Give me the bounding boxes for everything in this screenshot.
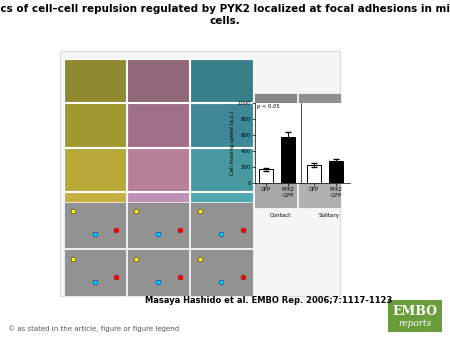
Text: Masaya Hashido et al. EMBO Rep. 2006;7:1117-1123: Masaya Hashido et al. EMBO Rep. 2006;7:1… bbox=[145, 296, 392, 305]
Bar bbox=[253, 132, 297, 169]
Bar bbox=[63, 147, 126, 191]
Bar bbox=[190, 147, 252, 191]
Bar bbox=[307, 165, 321, 183]
Bar bbox=[297, 170, 341, 208]
Bar bbox=[190, 201, 252, 248]
Bar bbox=[127, 201, 189, 248]
Text: EMBO: EMBO bbox=[392, 305, 437, 318]
Bar bbox=[388, 300, 442, 332]
Bar bbox=[63, 103, 126, 146]
Bar bbox=[127, 192, 189, 236]
Bar bbox=[253, 94, 297, 131]
Bar bbox=[281, 137, 295, 183]
Bar bbox=[127, 58, 189, 102]
Bar bbox=[253, 170, 297, 208]
Bar bbox=[297, 94, 341, 131]
Text: Dynamics of cell–cell repulsion regulated by PYK2 localized at focal adhesions i: Dynamics of cell–cell repulsion regulate… bbox=[0, 4, 450, 26]
Text: Contact: Contact bbox=[270, 213, 291, 218]
Text: p < 0.05: p < 0.05 bbox=[257, 104, 279, 109]
Bar bbox=[63, 249, 126, 295]
Bar bbox=[127, 103, 189, 146]
Bar bbox=[259, 169, 273, 183]
Bar bbox=[190, 192, 252, 236]
Bar bbox=[127, 249, 189, 295]
Bar bbox=[190, 58, 252, 102]
Text: © as stated in the article, figure or figure legend: © as stated in the article, figure or fi… bbox=[8, 325, 179, 332]
Bar bbox=[63, 192, 126, 236]
Text: Solitary: Solitary bbox=[319, 213, 340, 218]
Bar bbox=[60, 51, 340, 296]
Y-axis label: Cell moving speed (a.u.): Cell moving speed (a.u.) bbox=[230, 111, 234, 175]
Bar bbox=[63, 201, 126, 248]
Bar bbox=[190, 103, 252, 146]
Bar bbox=[190, 249, 252, 295]
Text: reports: reports bbox=[398, 318, 432, 328]
Bar bbox=[328, 162, 343, 183]
Bar bbox=[63, 58, 126, 102]
Bar bbox=[127, 147, 189, 191]
Bar bbox=[297, 132, 341, 169]
